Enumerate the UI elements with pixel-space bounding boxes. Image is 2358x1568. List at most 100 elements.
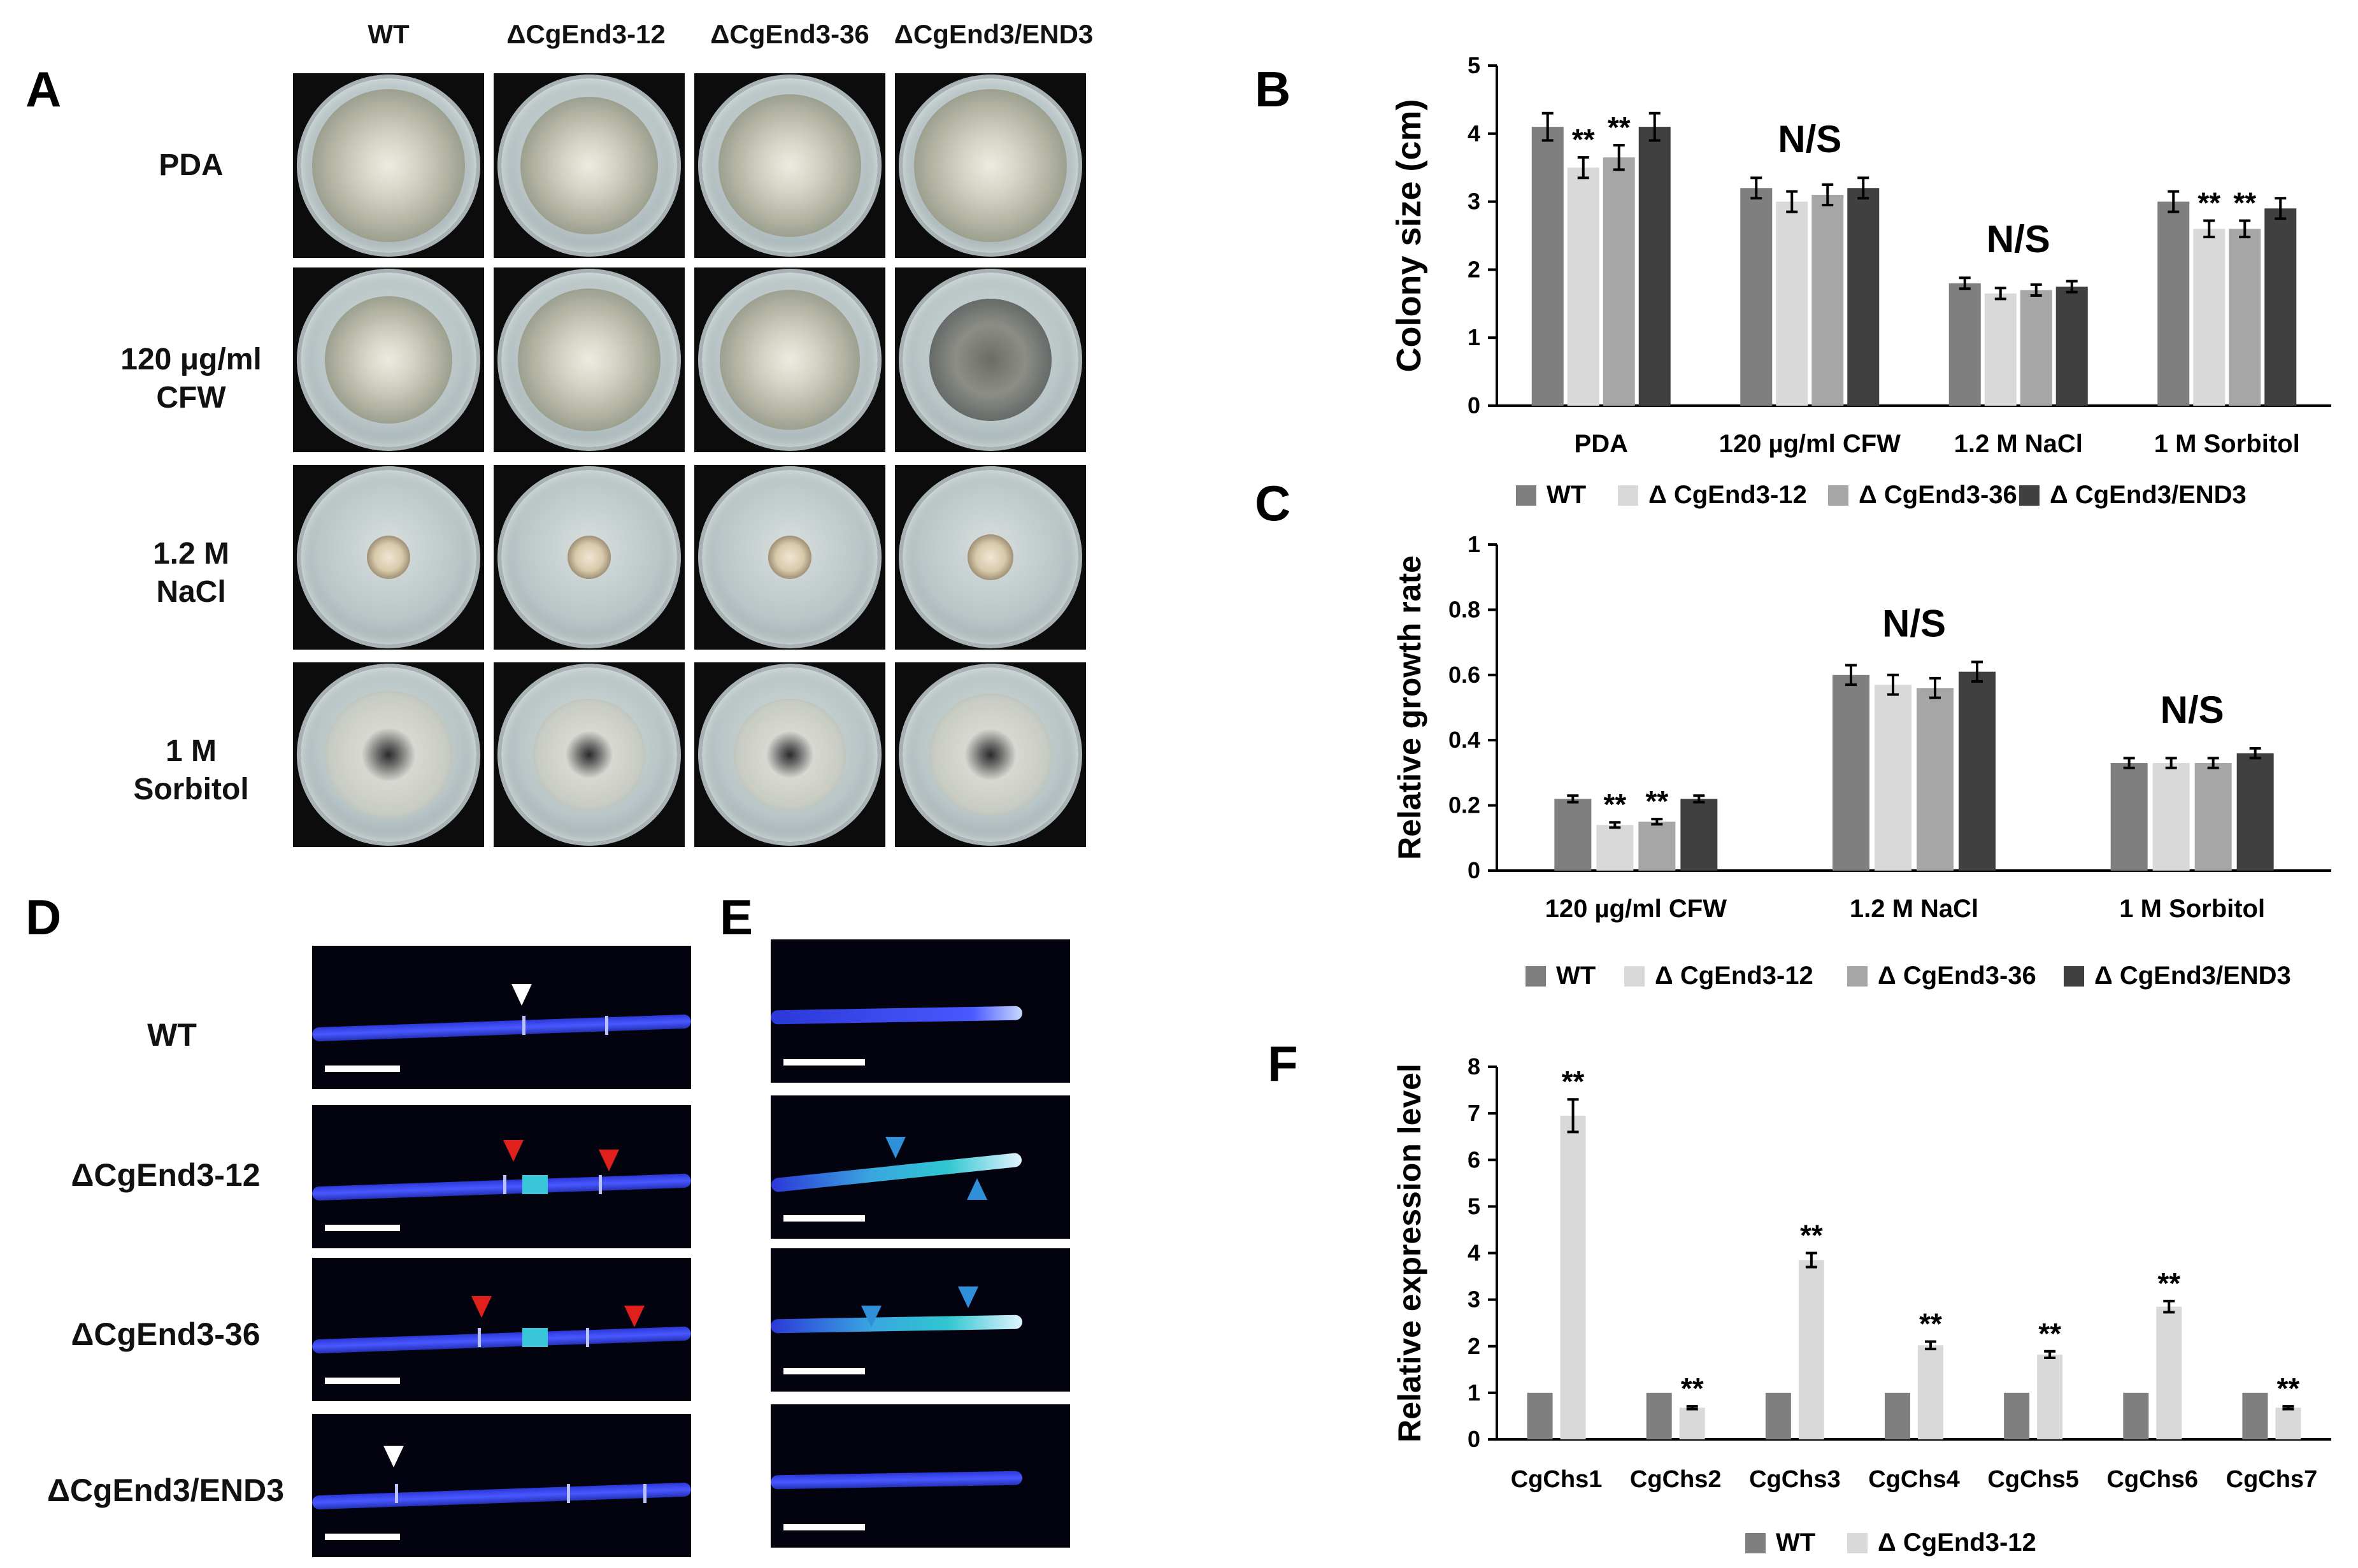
significance-marker: **: [1608, 111, 1631, 144]
septum-mark: [605, 1016, 608, 1035]
panel-a-row-cfw: 120 μg/ml CFW: [89, 341, 293, 417]
y-tick-label: 0.8: [1448, 596, 1480, 622]
bar: [1603, 157, 1635, 406]
petri-dish-image: [293, 662, 484, 847]
legend-swatch: [2064, 966, 2084, 987]
fungal-colony: [929, 299, 1052, 421]
petri-dish-image: [293, 465, 484, 650]
y-tick-label: 3: [1468, 189, 1480, 215]
petri-dish-image: [694, 662, 885, 847]
bar: [2275, 1408, 2301, 1439]
fluorescence-micrograph: [312, 1105, 691, 1248]
panel-a-col-comp: ΔCgEnd3/END3: [894, 19, 1094, 49]
significance-marker: **: [1562, 1065, 1585, 1098]
petri-dish-image: [494, 662, 685, 847]
category-label: 1 M Sorbitol: [2119, 895, 2265, 923]
panel-b-chart: 0 1 2 3 4 5 Colony size (cm) ** ** PDA N/S 120 µg/m…: [1390, 52, 2331, 509]
legend-label: Δ CgEnd3/END3: [2050, 481, 2247, 509]
bar: [1833, 674, 1869, 871]
row-label-line1: 1.2 M: [152, 537, 230, 571]
legend-label: Δ CgEnd3-36: [1859, 481, 2017, 509]
bar: [1776, 201, 1808, 406]
fungal-colony: [367, 536, 410, 579]
panel-label-c: C: [1255, 475, 1291, 531]
panel-a-row-sorbitol: 1 M Sorbitol: [102, 732, 280, 809]
bar: [2004, 1392, 2030, 1439]
significance-marker: **: [2277, 1372, 2300, 1405]
legend-swatch: [1828, 485, 1848, 506]
bar: [1638, 822, 1676, 871]
panel-d-row-m36: ΔCgEnd3-36: [25, 1315, 306, 1353]
fungal-colony: [929, 694, 1052, 816]
scale-bar: [783, 1215, 865, 1222]
fluorescence-micrograph: [771, 1248, 1070, 1392]
septum-mark: [643, 1484, 647, 1503]
panel-a-row-pda: PDA: [102, 146, 280, 185]
y-tick-label: 5: [1468, 52, 1480, 78]
category-label: 120 µg/ml CFW: [1545, 895, 1727, 923]
petri-dish-image: [895, 267, 1086, 452]
row-label-line2: CFW: [156, 381, 226, 415]
fungal-colony: [518, 289, 661, 431]
bar: [2055, 287, 2088, 406]
row-label-line1: PDA: [159, 148, 224, 182]
category-label: CgChs5: [1987, 1466, 2079, 1493]
bar: [2193, 229, 2226, 406]
scale-bar: [783, 1059, 865, 1066]
significance-marker: **: [2197, 187, 2220, 220]
panel-c-chart: 0 0.2 0.4 0.6 0.8 1 Relative growth rate ** ** 12…: [1392, 531, 2331, 990]
y-tick-label: 2: [1468, 1333, 1480, 1359]
septum-mark: [522, 1016, 525, 1035]
bar: [1638, 127, 1671, 406]
legend-swatch: [1624, 966, 1645, 987]
petri-dish-image: [494, 73, 685, 258]
category-label: 1 M Sorbitol: [2154, 430, 2300, 458]
petri-dish-image: [293, 73, 484, 258]
category-label: CgChs6: [2106, 1466, 2198, 1493]
petri-dish-image: [494, 267, 685, 452]
legend-swatch: [1526, 966, 1546, 987]
significance-marker: **: [2157, 1267, 2180, 1300]
bar: [1596, 825, 1634, 871]
scale-bar: [325, 1534, 400, 1540]
significance-marker: **: [1800, 1219, 1823, 1252]
bar: [2229, 229, 2261, 406]
panel-d-row-m12: ΔCgEnd3-12: [25, 1156, 306, 1194]
fluorescence-micrograph: [771, 1404, 1070, 1548]
septum-mark: [395, 1484, 398, 1503]
fungal-colony: [734, 699, 846, 811]
fungal-colony: [533, 699, 645, 811]
legend-label: Δ CgEnd3-36: [1878, 962, 2036, 990]
legend-swatch: [1618, 485, 1638, 506]
fluorescence-micrograph: [312, 1258, 691, 1401]
petri-dish-image: [694, 267, 885, 452]
hypha: [312, 1326, 691, 1354]
category-label: 120 µg/ml CFW: [1719, 430, 1901, 458]
arrowhead-marker: [383, 1446, 404, 1467]
category-label: 1.2 M NaCl: [1954, 430, 2083, 458]
panel-a-col-m12: ΔCgEnd3-12: [506, 19, 666, 49]
legend-label: Δ CgEnd3-12: [1648, 481, 1807, 509]
bar: [1847, 188, 1880, 406]
bar: [2123, 1392, 2149, 1439]
hypha: [312, 1482, 691, 1510]
fungal-colony: [325, 691, 452, 818]
bar: [1918, 1345, 1943, 1439]
panel-a-col-wt: WT: [368, 19, 410, 49]
fungal-colony: [325, 296, 452, 424]
petri-dish-image: [494, 465, 685, 650]
arrowhead-marker: [624, 1306, 645, 1327]
legend-label: Δ CgEnd3-12: [1655, 962, 1813, 990]
group-significance-label: N/S: [1987, 218, 2050, 260]
arrowhead-marker: [511, 984, 532, 1006]
fluorescent-patch: [522, 1175, 548, 1194]
bar: [2037, 1354, 2063, 1439]
group-significance-label: N/S: [2161, 688, 2224, 731]
bar: [1554, 799, 1592, 871]
hypha: [771, 1471, 1023, 1490]
y-tick-label: 8: [1468, 1053, 1480, 1080]
panel-a-row-nacl: 1.2 M NaCl: [102, 535, 280, 611]
bar: [1679, 1408, 1705, 1439]
bar: [1959, 671, 1996, 871]
row-label: WT: [147, 1017, 197, 1053]
